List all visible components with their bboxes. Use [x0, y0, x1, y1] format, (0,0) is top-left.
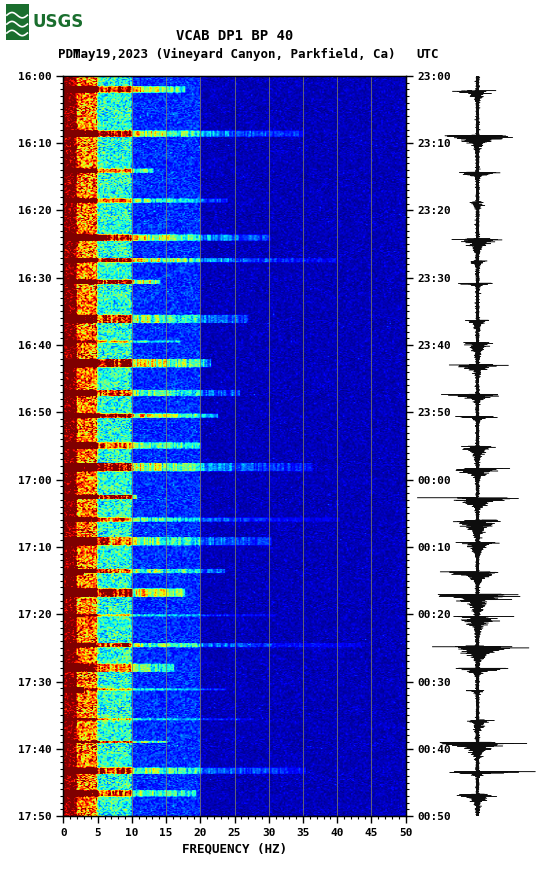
Text: UTC: UTC: [417, 47, 439, 61]
Text: USGS: USGS: [32, 13, 83, 31]
X-axis label: FREQUENCY (HZ): FREQUENCY (HZ): [182, 842, 287, 855]
Text: PDT: PDT: [58, 47, 81, 61]
Text: VCAB DP1 BP 40: VCAB DP1 BP 40: [176, 29, 293, 43]
Text: May19,2023 (Vineyard Canyon, Parkfield, Ca): May19,2023 (Vineyard Canyon, Parkfield, …: [73, 47, 396, 61]
Bar: [6, 4, 29, 40]
